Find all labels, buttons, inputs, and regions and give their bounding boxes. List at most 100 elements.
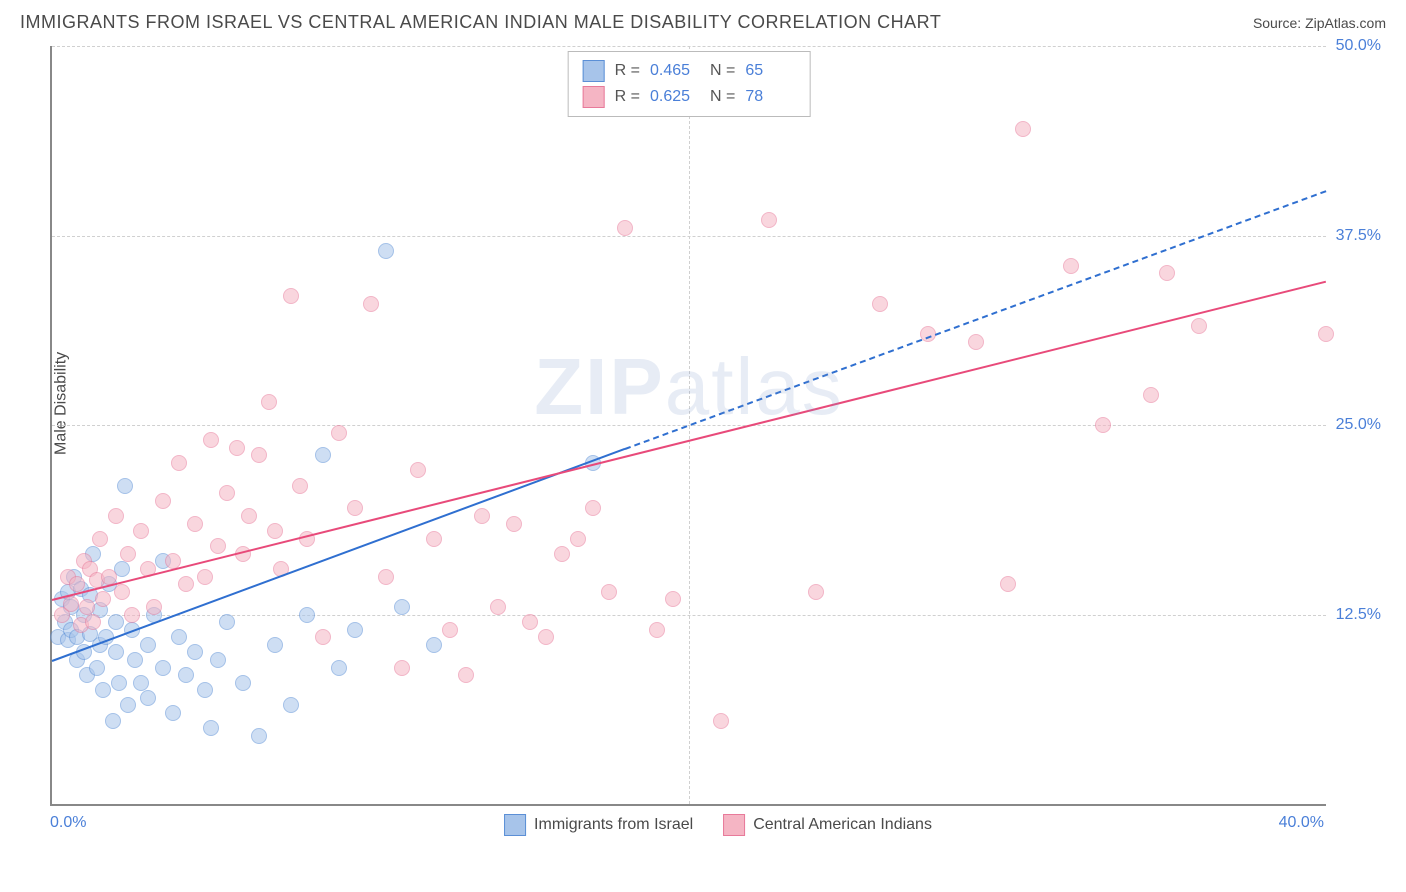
trend-line <box>52 448 626 662</box>
scatter-point <box>219 614 235 630</box>
scatter-point <box>261 394 277 410</box>
scatter-point <box>140 637 156 653</box>
y-tick-label: 37.5% <box>1336 227 1381 245</box>
chart-source: Source: ZipAtlas.com <box>1253 15 1386 31</box>
scatter-point <box>114 584 130 600</box>
scatter-point <box>538 629 554 645</box>
scatter-point <box>1143 387 1159 403</box>
scatter-point <box>120 697 136 713</box>
scatter-point <box>85 614 101 630</box>
scatter-point <box>283 288 299 304</box>
scatter-point <box>394 599 410 615</box>
scatter-point <box>105 713 121 729</box>
scatter-point <box>872 296 888 312</box>
scatter-point <box>394 660 410 676</box>
chart-title: IMMIGRANTS FROM ISRAEL VS CENTRAL AMERIC… <box>20 12 941 33</box>
scatter-point <box>79 599 95 615</box>
scatter-point <box>133 523 149 539</box>
scatter-point <box>315 629 331 645</box>
scatter-point <box>203 432 219 448</box>
scatter-point <box>108 508 124 524</box>
scatter-point <box>89 660 105 676</box>
scatter-point <box>120 546 136 562</box>
scatter-point <box>251 447 267 463</box>
scatter-point <box>554 546 570 562</box>
scatter-point <box>127 652 143 668</box>
scatter-point <box>92 531 108 547</box>
scatter-point <box>197 569 213 585</box>
scatter-point <box>117 478 133 494</box>
scatter-point <box>617 220 633 236</box>
x-tick-label: 40.0% <box>1279 814 1324 832</box>
x-tick-label: 0.0% <box>50 814 86 832</box>
scatter-point <box>155 660 171 676</box>
legend-n-label-0: N = <box>710 62 735 80</box>
scatter-point <box>363 296 379 312</box>
scatter-point <box>665 591 681 607</box>
series-label-0: Immigrants from Israel <box>534 816 693 834</box>
scatter-point <box>140 690 156 706</box>
legend-r-label-1: R = <box>615 88 640 106</box>
scatter-point <box>474 508 490 524</box>
scatter-point <box>1159 265 1175 281</box>
scatter-point <box>171 455 187 471</box>
scatter-point <box>458 667 474 683</box>
trend-line <box>625 190 1326 450</box>
scatter-point <box>155 493 171 509</box>
scatter-point <box>299 607 315 623</box>
scatter-point <box>1191 318 1207 334</box>
scatter-point <box>522 614 538 630</box>
legend-row-0: R = 0.465 N = 65 <box>583 58 796 84</box>
scatter-point <box>585 500 601 516</box>
scatter-point <box>1000 576 1016 592</box>
correlation-legend: R = 0.465 N = 65 R = 0.625 N = 78 <box>568 51 811 117</box>
scatter-point <box>490 599 506 615</box>
legend-row-1: R = 0.625 N = 78 <box>583 84 796 110</box>
scatter-point <box>124 607 140 623</box>
series-legend-item-1: Central American Indians <box>723 814 932 836</box>
chart-container: Male Disability ZIPatlas R = 0.465 N = 6… <box>50 46 1386 846</box>
scatter-point <box>968 334 984 350</box>
scatter-point <box>187 644 203 660</box>
scatter-point <box>1095 417 1111 433</box>
legend-r-value-0: 0.465 <box>650 62 700 80</box>
series-swatch-1 <box>723 814 745 836</box>
scatter-point <box>229 440 245 456</box>
legend-r-value-1: 0.625 <box>650 88 700 106</box>
y-tick-label: 12.5% <box>1336 606 1381 624</box>
y-tick-label: 50.0% <box>1336 37 1381 55</box>
scatter-point <box>108 614 124 630</box>
scatter-point <box>283 697 299 713</box>
source-value: ZipAtlas.com <box>1305 15 1386 31</box>
scatter-point <box>171 629 187 645</box>
scatter-point <box>111 675 127 691</box>
scatter-point <box>378 569 394 585</box>
scatter-point <box>133 675 149 691</box>
scatter-point <box>570 531 586 547</box>
scatter-point <box>761 212 777 228</box>
scatter-point <box>292 478 308 494</box>
scatter-point <box>267 523 283 539</box>
scatter-point <box>235 675 251 691</box>
scatter-point <box>251 728 267 744</box>
scatter-point <box>63 596 79 612</box>
scatter-point <box>146 599 162 615</box>
chart-header: IMMIGRANTS FROM ISRAEL VS CENTRAL AMERIC… <box>0 0 1406 41</box>
scatter-point <box>331 660 347 676</box>
scatter-point <box>219 485 235 501</box>
scatter-point <box>178 576 194 592</box>
legend-n-value-1: 78 <box>745 88 795 106</box>
scatter-point <box>378 243 394 259</box>
scatter-point <box>95 591 111 607</box>
watermark-rest: atlas <box>665 342 844 431</box>
scatter-point <box>1015 121 1031 137</box>
scatter-point <box>315 447 331 463</box>
scatter-point <box>442 622 458 638</box>
series-swatch-0 <box>504 814 526 836</box>
legend-n-value-0: 65 <box>745 62 795 80</box>
plot-area: ZIPatlas R = 0.465 N = 65 R = 0.625 N = … <box>50 46 1326 806</box>
legend-r-label-0: R = <box>615 62 640 80</box>
scatter-point <box>601 584 617 600</box>
series-legend-item-0: Immigrants from Israel <box>504 814 693 836</box>
y-tick-label: 25.0% <box>1336 416 1381 434</box>
